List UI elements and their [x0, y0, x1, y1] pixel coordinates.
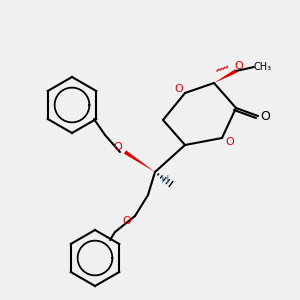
Text: O: O	[235, 61, 243, 71]
Polygon shape	[214, 69, 237, 83]
Text: O: O	[260, 110, 270, 124]
Text: O: O	[175, 84, 183, 94]
Text: O: O	[123, 216, 131, 226]
Polygon shape	[124, 150, 155, 172]
Text: CH₃: CH₃	[254, 62, 272, 72]
Text: O: O	[226, 137, 234, 147]
Text: O: O	[114, 142, 122, 152]
Text: H: H	[161, 175, 169, 185]
